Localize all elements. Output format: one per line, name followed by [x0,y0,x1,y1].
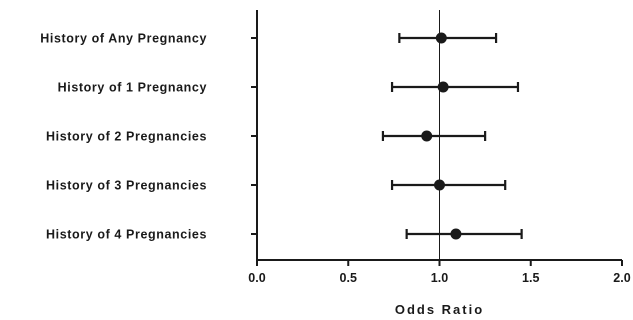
x-tick-label: 1.5 [522,271,539,285]
x-tick-label: 1.0 [431,271,448,285]
point-estimate [434,179,445,191]
row-label: History of 3 Pregnancies [46,179,207,193]
forest-row: History of 2 Pregnancies [46,130,487,144]
forest-row: History of 3 Pregnancies [46,179,507,193]
x-tick-label: 2.0 [613,271,630,285]
point-estimate [437,81,449,93]
row-label: History of Any Pregnancy [40,32,207,46]
row-label: History of 1 Pregnancy [58,81,207,95]
point-estimate [435,32,447,44]
point-estimate [421,130,433,142]
x-tick-label: 0.0 [248,271,265,285]
x-axis-label: Odds Ratio [395,302,484,317]
x-ticks: 0.0 0.5 1.0 1.5 2.0 [248,260,631,285]
forest-row: History of 1 Pregnancy [58,81,520,95]
row-label: History of 4 Pregnancies [46,228,207,242]
point-estimate [450,228,462,240]
forest-row: History of 4 Pregnancies [46,228,523,242]
forest-rows: History of Any Pregnancy History of 1 Pre… [40,32,523,242]
row-label: History of 2 Pregnancies [46,130,207,144]
forest-row: History of Any Pregnancy [40,32,498,46]
x-tick-label: 0.5 [340,271,357,285]
